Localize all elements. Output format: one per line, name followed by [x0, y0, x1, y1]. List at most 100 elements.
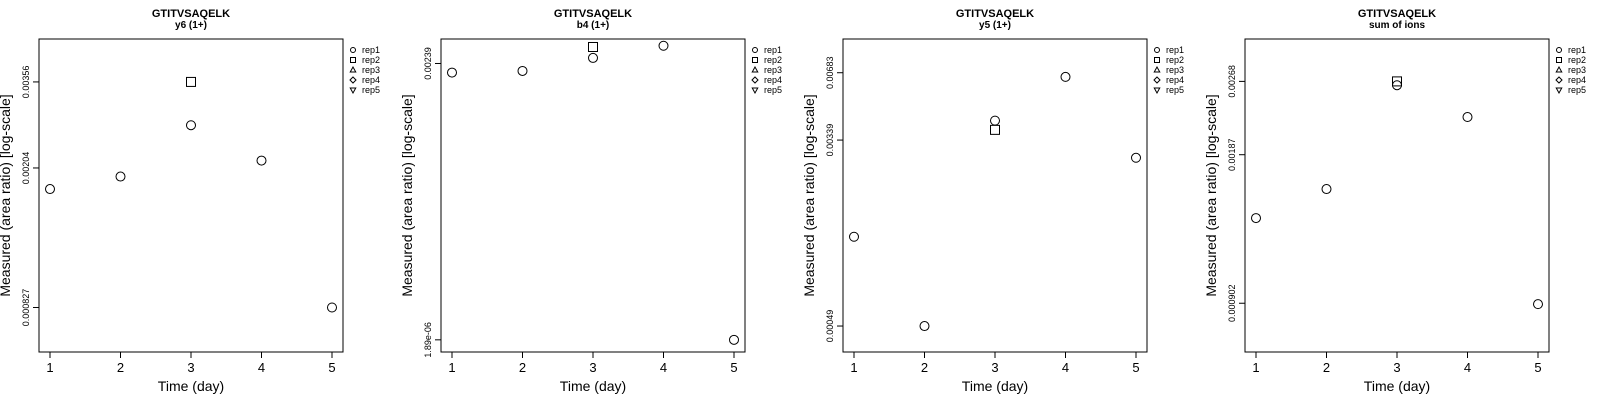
legend-label-rep3: rep3 — [1166, 65, 1184, 75]
x-tick-label: 1 — [850, 360, 857, 375]
x-tick-label: 4 — [1464, 360, 1471, 375]
legend-label-rep1: rep1 — [362, 45, 380, 55]
legend-label-rep4: rep4 — [1166, 75, 1184, 85]
x-tick-label: 4 — [258, 360, 265, 375]
y-tick-label: 0.00187 — [1227, 138, 1237, 171]
y-axis-label: Measured (area ratio) [log-scale] — [0, 94, 13, 296]
legend-label-rep1: rep1 — [1568, 45, 1586, 55]
chart-subtitle: y5 (1+) — [979, 20, 1011, 31]
plot-frame — [842, 38, 1148, 353]
legend-marker-rep4 — [1153, 76, 1161, 84]
legend-label-rep3: rep3 — [764, 65, 782, 75]
data-point-rep1-4 — [1060, 71, 1071, 82]
chart-subtitle: b4 (1+) — [577, 20, 610, 31]
y-axis-label: Measured (area ratio) [log-scale] — [801, 94, 817, 296]
legend-marker-rep5 — [751, 87, 759, 95]
data-point-rep1-2 — [115, 171, 126, 182]
data-point-rep1-4 — [1462, 112, 1473, 123]
data-point-rep1-1 — [849, 231, 859, 242]
data-point-rep1-1 — [45, 184, 55, 195]
x-tick-label: 5 — [1132, 360, 1139, 375]
legend-marker-rep3 — [751, 65, 759, 73]
y-tick-label: 0.000827 — [21, 289, 31, 327]
x-tick-label: 5 — [1534, 360, 1541, 375]
legend-marker-rep4 — [751, 76, 759, 84]
data-point-rep1-2 — [517, 65, 528, 76]
data-point-rep2-1 — [186, 76, 196, 87]
x-tick-label: 2 — [1323, 360, 1330, 375]
legend-label-rep5: rep5 — [1166, 85, 1184, 95]
chart-subtitle: sum of ions — [1369, 20, 1426, 31]
legend-label-rep5: rep5 — [764, 85, 782, 95]
x-tick-label: 5 — [730, 360, 737, 375]
y-tick-label: 0.00339 — [825, 124, 835, 157]
x-axis-label: Time (day) — [158, 378, 224, 394]
data-point-rep1-3 — [990, 115, 1000, 126]
legend-marker-rep5 — [349, 87, 357, 95]
x-tick-label: 3 — [991, 360, 998, 375]
legend-marker-rep5 — [1153, 87, 1161, 95]
legend-marker-rep2 — [752, 57, 758, 63]
legend-marker-rep1 — [1154, 47, 1160, 53]
legend-label-rep2: rep2 — [764, 55, 782, 65]
x-tick-label: 1 — [46, 360, 53, 375]
legend-label-rep3: rep3 — [362, 65, 380, 75]
legend-label-rep4: rep4 — [1568, 75, 1586, 85]
x-tick-label: 1 — [1252, 360, 1259, 375]
legend-label-rep1: rep1 — [1166, 45, 1184, 55]
chart-subtitle: y6 (1+) — [175, 20, 207, 31]
data-point-rep1-4 — [256, 155, 267, 166]
legend-label-rep2: rep2 — [1568, 55, 1586, 65]
y-tick-label: 0.00204 — [21, 152, 31, 185]
chart-title: GTITVSAQELK — [152, 8, 230, 20]
y-tick-label: 0.00049 — [825, 310, 835, 343]
y-axis-label: Measured (area ratio) [log-scale] — [399, 94, 415, 296]
plot-frame — [440, 38, 746, 353]
x-tick-label: 3 — [187, 360, 194, 375]
x-tick-label: 3 — [1393, 360, 1400, 375]
x-axis-label: Time (day) — [1364, 378, 1430, 394]
data-point-rep1-2 — [919, 321, 930, 332]
data-point-rep1-5 — [729, 334, 739, 345]
y-tick-label: 0.00239 — [423, 47, 433, 80]
legend-marker-rep3 — [1555, 65, 1563, 73]
legend-marker-rep1 — [752, 47, 758, 53]
data-point-rep1-2 — [1321, 184, 1332, 195]
legend-label-rep5: rep5 — [362, 85, 380, 95]
data-point-rep1-5 — [1533, 299, 1543, 310]
data-point-rep1-5 — [1131, 152, 1141, 163]
x-tick-label: 4 — [1062, 360, 1069, 375]
x-tick-label: 3 — [589, 360, 596, 375]
x-tick-label: 2 — [117, 360, 124, 375]
data-point-rep1-3 — [1392, 80, 1402, 91]
data-point-rep1-5 — [327, 302, 337, 313]
chart-title: GTITVSAQELK — [554, 8, 632, 20]
chart-title: GTITVSAQELK — [1358, 8, 1436, 20]
legend-marker-rep4 — [1555, 76, 1563, 84]
x-tick-label: 2 — [921, 360, 928, 375]
x-tick-label: 2 — [519, 360, 526, 375]
data-point-rep1-4 — [658, 40, 669, 51]
legend-label-rep4: rep4 — [764, 75, 782, 85]
y-tick-label: 0.000902 — [1227, 284, 1237, 322]
data-point-rep1-1 — [447, 67, 457, 78]
data-point-rep2-1 — [1392, 76, 1402, 87]
legend-marker-rep5 — [1555, 87, 1563, 95]
legend-marker-rep3 — [1153, 65, 1161, 73]
legend-marker-rep2 — [350, 57, 356, 63]
x-tick-label: 1 — [448, 360, 455, 375]
x-tick-label: 4 — [660, 360, 667, 375]
data-point-rep1-3 — [186, 120, 196, 131]
y-axis-label: Measured (area ratio) [log-scale] — [1203, 94, 1219, 296]
legend-label-rep5: rep5 — [1568, 85, 1586, 95]
chart-title: GTITVSAQELK — [956, 8, 1034, 20]
legend-marker-rep1 — [1556, 47, 1562, 53]
legend-label-rep3: rep3 — [1568, 65, 1586, 75]
x-tick-label: 5 — [328, 360, 335, 375]
legend-marker-rep3 — [349, 65, 357, 73]
